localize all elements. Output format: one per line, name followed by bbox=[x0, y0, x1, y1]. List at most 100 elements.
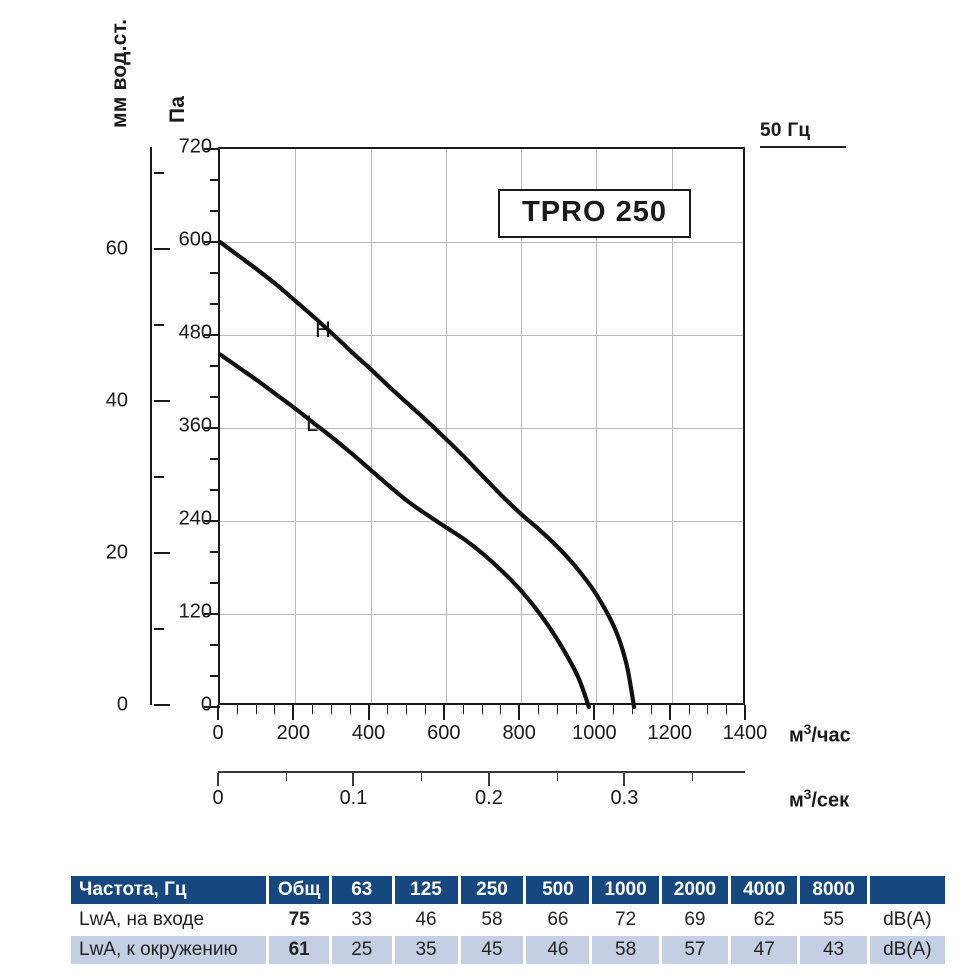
primary-x-minor-tick bbox=[707, 705, 709, 714]
table-cell-band-value: 69 bbox=[661, 906, 729, 934]
primary-x-major-tick bbox=[593, 705, 596, 720]
primary-x-minor-tick bbox=[236, 705, 238, 714]
primary-x-tick-label: 400 bbox=[351, 722, 386, 744]
table-row: LwA, на входе 75 33 46 58 66 72 69 62 55 dB(A) bbox=[71, 906, 945, 934]
primary-x-tick-label: 0 bbox=[212, 722, 224, 744]
table-cell-band-value: 46 bbox=[526, 936, 590, 964]
primary-x-axis-labels: 0 200 400 600 800 1000 1200 1400 bbox=[150, 722, 850, 748]
table-cell-total: 61 bbox=[269, 936, 329, 964]
secondary-x-major-tick bbox=[217, 773, 219, 786]
primary-y-tick-label: 240 bbox=[178, 507, 212, 530]
primary-x-minor-tick bbox=[406, 705, 408, 714]
secondary-x-axis-ticks bbox=[217, 773, 745, 787]
table-header-band: 250 bbox=[460, 876, 524, 904]
primary-x-minor-tick bbox=[632, 705, 634, 714]
primary-x-tick-label: 200 bbox=[276, 722, 310, 744]
primary-y-minor-tick bbox=[210, 675, 220, 677]
primary-x-tick-label: 1400 bbox=[722, 722, 768, 744]
table-header-frequency: Частота, Гц bbox=[71, 876, 267, 904]
secondary-x-tick-label: 0.1 bbox=[339, 787, 368, 809]
secondary-y-minor-tick bbox=[154, 475, 164, 478]
table-cell-band-value: 45 bbox=[460, 936, 524, 964]
table-cell-band-value: 43 bbox=[800, 936, 867, 964]
frequency-tag: 50 Гц bbox=[760, 120, 846, 148]
primary-x-minor-tick bbox=[349, 705, 351, 714]
secondary-y-minor-tick bbox=[154, 171, 164, 174]
plot-gridlines bbox=[220, 149, 743, 703]
primary-y-major-tick bbox=[204, 706, 220, 708]
primary-y-major-tick bbox=[204, 148, 220, 150]
primary-y-minor-tick bbox=[210, 272, 220, 274]
table-header-band: 1000 bbox=[592, 876, 659, 904]
table-header-band bbox=[869, 876, 945, 904]
secondary-x-minor-tick bbox=[421, 773, 423, 781]
table-header-band: 500 bbox=[526, 876, 590, 904]
primary-x-axis-ticks bbox=[217, 705, 746, 721]
primary-x-minor-tick bbox=[688, 705, 690, 714]
table-cell-band-value: 62 bbox=[731, 906, 798, 934]
secondary-x-major-tick bbox=[352, 773, 355, 786]
table-header-band: 4000 bbox=[731, 876, 798, 904]
table-header-band: 125 bbox=[394, 876, 458, 904]
gridline-vertical bbox=[596, 149, 598, 703]
primary-x-tick-label: 1000 bbox=[572, 722, 617, 744]
table-cell-band-value: 57 bbox=[661, 936, 729, 964]
primary-x-minor-tick bbox=[255, 705, 257, 714]
primary-y-major-tick bbox=[204, 427, 220, 429]
secondary-y-major-tick bbox=[154, 247, 170, 250]
table-cell-band-value: 25 bbox=[331, 936, 392, 964]
table-cell-band-value: 58 bbox=[460, 906, 524, 934]
primary-y-tick-label: 720 bbox=[178, 135, 212, 158]
primary-y-tick-label: 600 bbox=[178, 228, 212, 251]
primary-x-minor-tick bbox=[613, 705, 615, 714]
primary-x-tick-label: 600 bbox=[427, 722, 461, 744]
primary-x-minor-tick bbox=[481, 705, 483, 714]
secondary-x-axis-line bbox=[218, 771, 745, 773]
primary-x-major-tick bbox=[518, 705, 521, 720]
table-header-band: Общ bbox=[269, 876, 329, 904]
table-cell-row-label: LwA, к окружению bbox=[71, 936, 267, 964]
secondary-y-tick-label: 0 bbox=[116, 693, 128, 716]
frequency-tag-label: 50 Гц bbox=[760, 120, 811, 141]
secondary-x-minor-tick bbox=[556, 773, 558, 781]
table-row: LwA, к окружению 61 25 35 45 46 58 57 47 43 dB(A) bbox=[71, 936, 945, 964]
gridline-horizontal bbox=[220, 335, 743, 336]
primary-x-minor-tick bbox=[500, 705, 502, 714]
curve-h bbox=[217, 239, 637, 710]
secondary-y-axis-labels: 0 20 40 60 bbox=[60, 147, 152, 715]
secondary-x-tick-label: 0 bbox=[212, 787, 224, 809]
table-cell-band-value: 33 bbox=[331, 906, 392, 934]
table-cell-band-value: 46 bbox=[394, 906, 458, 934]
table-body: LwA, на входе 75 33 46 58 66 72 69 62 55 dB(A) LwA,… bbox=[71, 906, 945, 964]
table-cell-band-value: 47 bbox=[731, 936, 798, 964]
primary-x-major-tick bbox=[744, 705, 746, 720]
primary-y-minor-tick bbox=[210, 644, 220, 646]
primary-y-tick-label: 0 bbox=[200, 693, 212, 716]
table-header-band: 8000 bbox=[800, 876, 867, 904]
primary-x-minor-tick bbox=[425, 705, 427, 714]
table-cell-band-value: 35 bbox=[394, 936, 458, 964]
primary-x-minor-tick bbox=[650, 705, 652, 714]
table-cell-unit: dB(A) bbox=[869, 936, 945, 964]
primary-x-minor-tick bbox=[575, 705, 577, 714]
primary-y-minor-tick bbox=[210, 458, 220, 460]
table-header-row: Частота, Гц Общ 63 125 250 500 1000 2000 4000 800… bbox=[71, 876, 945, 904]
primary-x-axis-unit: м3/час bbox=[789, 722, 851, 747]
table-cell-band-value: 72 bbox=[592, 906, 659, 934]
table-header-band: 63 bbox=[331, 876, 392, 904]
primary-y-minor-tick bbox=[210, 365, 220, 367]
primary-y-minor-tick bbox=[210, 582, 220, 584]
table-cell-unit: dB(A) bbox=[869, 906, 945, 934]
primary-x-minor-tick bbox=[312, 705, 314, 714]
secondary-y-axis-line bbox=[150, 147, 170, 706]
primary-x-major-tick bbox=[367, 705, 370, 720]
primary-y-major-tick bbox=[204, 613, 220, 615]
secondary-x-axis-labels: 0 0.1 0.2 0.3 bbox=[150, 787, 850, 813]
secondary-x-tick-label: 0.3 bbox=[610, 787, 639, 809]
table-cell-band-value: 66 bbox=[526, 906, 590, 934]
primary-x-major-tick bbox=[668, 705, 671, 720]
secondary-y-major-tick bbox=[154, 704, 170, 706]
secondary-y-tick-label: 40 bbox=[105, 389, 128, 412]
